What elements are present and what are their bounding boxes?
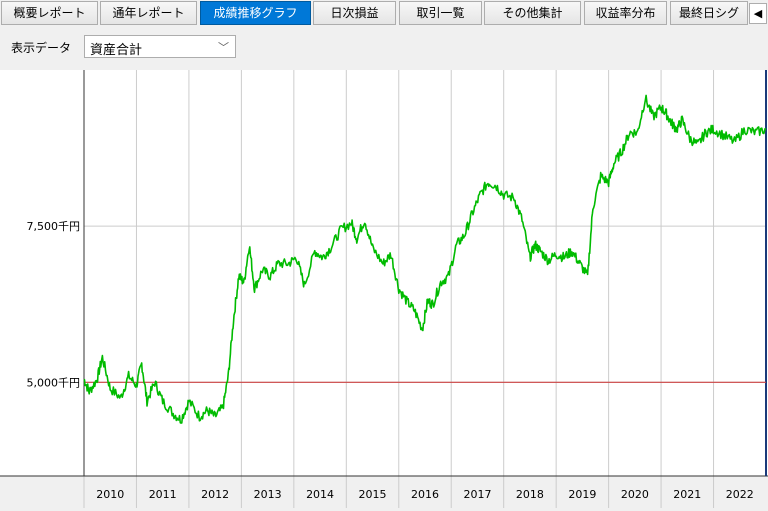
display-data-label: 表示データ: [11, 41, 72, 55]
x-tick-label: 2010: [96, 488, 124, 501]
toolbar: 表示データ: [0, 28, 768, 68]
x-tick-label: 2020: [621, 488, 649, 501]
chart-svg: 2010 2011 2012 2013 2014 2015 2016 2017 2018 2019…: [0, 70, 768, 508]
tab-daily-pnl[interactable]: 日次損益: [313, 1, 396, 25]
tab-bar: 概要レポート 通年レポート 成績推移グラフ 日次損益 取引一覧 その他集計 収益…: [0, 0, 768, 27]
x-tick-label: 2015: [359, 488, 387, 501]
x-tick-label: 2017: [463, 488, 491, 501]
tab-other-totals[interactable]: その他集計: [484, 1, 581, 25]
tab-return-distribution[interactable]: 収益率分布: [584, 1, 667, 25]
left-arrow-icon[interactable]: ◀: [749, 3, 767, 24]
x-axis-band: [0, 476, 768, 508]
x-tick-label: 2021: [673, 488, 701, 501]
x-tick-label: 2014: [306, 488, 334, 501]
chevron-down-icon: ﹀: [218, 41, 229, 54]
display-data-value: 資産合計: [90, 43, 143, 58]
tab-annual-report[interactable]: 通年レポート: [100, 1, 197, 25]
tab-summary-report[interactable]: 概要レポート: [1, 1, 98, 25]
x-tick-label: 2011: [149, 488, 177, 501]
y-tick-label: 7,500千円: [27, 220, 81, 233]
x-tick-label: 2022: [726, 488, 754, 501]
x-tick-label: 2016: [411, 488, 439, 501]
tab-trade-list[interactable]: 取引一覧: [399, 1, 482, 25]
tab-performance-chart[interactable]: 成績推移グラフ: [200, 1, 311, 25]
tab-last-day-signal[interactable]: 最終日シグ: [670, 1, 748, 25]
x-tick-label: 2013: [254, 488, 282, 501]
chart-background: [0, 70, 768, 508]
y-tick-label: 5,000千円: [27, 376, 81, 389]
asset-series-line: [83, 94, 767, 424]
x-tick-label: 2012: [201, 488, 229, 501]
x-tick-label: 2019: [568, 488, 596, 501]
display-data-select[interactable]: 資産合計 ﹀: [84, 35, 236, 58]
performance-chart: 2010 2011 2012 2013 2014 2015 2016 2017 2018 2019…: [0, 70, 768, 508]
x-tick-label: 2018: [516, 488, 544, 501]
